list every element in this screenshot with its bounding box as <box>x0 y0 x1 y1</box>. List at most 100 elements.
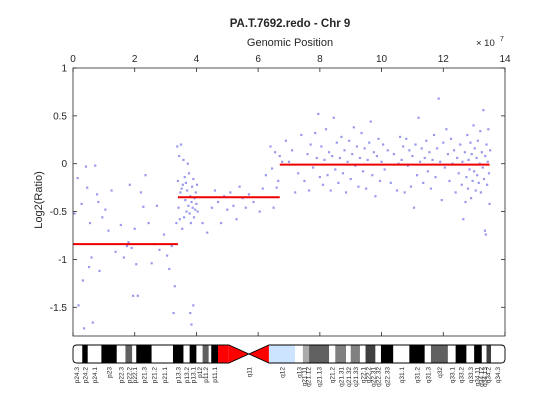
band-label: q22.32 <box>376 367 383 387</box>
ideogram-band <box>424 345 431 363</box>
data-point <box>213 189 217 192</box>
data-point <box>235 218 238 221</box>
ideogram-band <box>208 345 212 363</box>
band-label: q22.2 <box>365 367 372 384</box>
band-label: q33.1 <box>449 367 456 384</box>
data-point <box>357 185 360 188</box>
ideogram-bands <box>73 345 505 363</box>
data-point <box>448 179 451 183</box>
data-point <box>261 187 264 190</box>
ideogram-band <box>82 345 88 363</box>
data-point <box>91 321 94 324</box>
y-tick-label: -1.5 <box>50 303 68 314</box>
data-point <box>346 160 349 163</box>
data-point <box>321 183 325 186</box>
data-point <box>136 294 139 297</box>
data-point <box>190 200 193 204</box>
band-label: p13.2 <box>184 367 191 384</box>
ideogram-band <box>375 345 381 363</box>
data-point <box>107 229 110 232</box>
data-point <box>220 221 223 225</box>
data-point <box>252 200 255 204</box>
data-point <box>482 109 485 112</box>
ideogram-band <box>474 345 482 363</box>
data-point <box>181 227 184 230</box>
data-point <box>400 158 403 161</box>
data-point <box>374 195 377 198</box>
data-point <box>191 185 194 188</box>
ideogram-band <box>218 345 229 363</box>
data-point <box>326 174 329 177</box>
plot-background <box>73 68 505 336</box>
data-point <box>191 206 194 209</box>
data-point <box>147 221 150 225</box>
data-point <box>372 151 375 154</box>
data-point <box>487 128 490 131</box>
data-point <box>428 151 431 154</box>
data-point <box>73 212 76 215</box>
axes-frame <box>72 67 506 337</box>
data-point <box>226 208 229 211</box>
ideogram-band <box>183 345 190 363</box>
centromere-right <box>248 345 269 363</box>
x-exponent-base: × 10 <box>476 38 495 49</box>
x-tick-label: 10 <box>376 54 388 65</box>
ideogram-outline <box>72 344 506 364</box>
data-point <box>139 191 142 194</box>
data-point <box>408 149 411 152</box>
ideogram-band <box>211 345 219 363</box>
data-point <box>360 131 363 135</box>
ideogram-band <box>359 345 366 363</box>
x-tick-label: 4 <box>194 54 200 65</box>
band-label: q33.2 <box>459 367 466 384</box>
x-tick-label: 12 <box>438 54 450 65</box>
data-point <box>175 221 178 225</box>
data-point <box>334 168 337 171</box>
data-point <box>380 160 383 163</box>
data-point <box>232 204 235 207</box>
data-point <box>277 179 280 183</box>
band-label: p11.1 <box>212 367 219 383</box>
ideogram-band <box>136 345 152 363</box>
data-point <box>284 139 288 142</box>
data-point <box>206 231 209 234</box>
data-point <box>87 265 91 269</box>
ideogram-band <box>309 345 330 363</box>
data-point <box>192 304 195 307</box>
ideogram-band <box>481 345 487 363</box>
ideogram-band <box>486 345 492 363</box>
data-point <box>423 156 426 160</box>
band-label: q31.2 <box>415 367 422 384</box>
ideogram-band <box>87 345 102 363</box>
data-point <box>371 174 374 177</box>
data-point <box>415 174 419 177</box>
data-point <box>395 189 399 192</box>
data-point <box>95 193 99 196</box>
data-point <box>489 149 492 152</box>
data-point <box>351 153 354 156</box>
data-point <box>473 147 476 150</box>
data-point <box>189 311 192 315</box>
ideogram-band <box>491 345 505 363</box>
data-point <box>349 177 352 181</box>
data-point <box>411 154 414 158</box>
band-label: q33.3 <box>468 367 475 384</box>
data-point <box>442 141 445 144</box>
data-point <box>294 191 297 194</box>
data-point <box>461 160 464 163</box>
data-point <box>278 154 281 158</box>
data-point <box>297 172 300 175</box>
ideogram-band <box>202 345 209 363</box>
data-point <box>272 206 275 209</box>
data-point <box>389 181 392 184</box>
data-point <box>481 166 484 169</box>
ideogram-band <box>447 345 456 363</box>
data-point <box>187 204 190 207</box>
band-label: p23 <box>107 367 114 378</box>
data-point <box>179 143 183 146</box>
ideogram-band <box>132 345 137 363</box>
data-point <box>328 151 331 154</box>
ideogram-band <box>393 345 410 363</box>
data-point <box>412 206 416 209</box>
data-point <box>457 172 460 175</box>
